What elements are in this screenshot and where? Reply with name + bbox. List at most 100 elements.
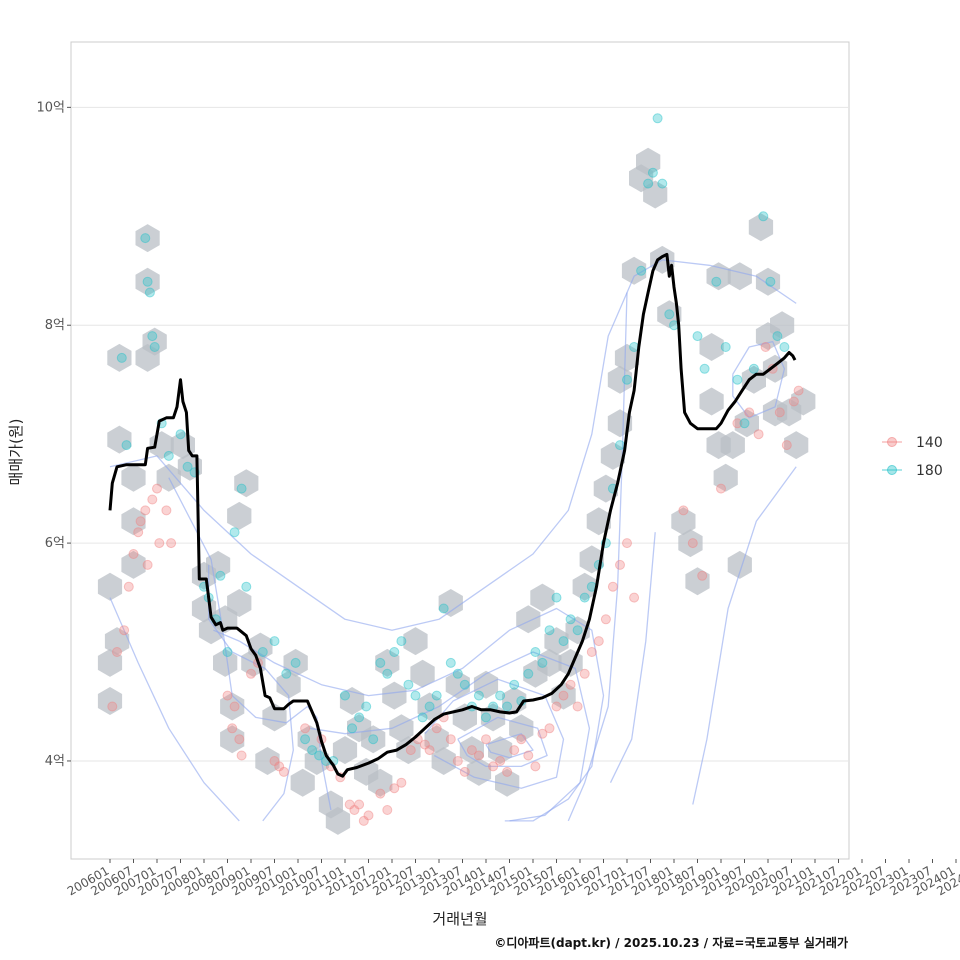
scatter-point-140 (459, 766, 470, 777)
density-contour (109, 597, 240, 822)
scatter-point-180 (361, 701, 372, 712)
hex-bin (107, 343, 132, 372)
scatter-point-140 (405, 745, 416, 756)
hex-bin (784, 431, 809, 460)
x-axis-title: 거래년월 (432, 910, 487, 928)
scatter-point-140 (274, 761, 285, 772)
scatter-point-140 (382, 805, 393, 815)
hex-bin (220, 725, 245, 754)
hex-bin (206, 550, 231, 579)
scatter-point-140 (466, 745, 477, 756)
scatter-point-140 (229, 701, 240, 712)
hex-bin (234, 469, 259, 498)
hex-bin (142, 327, 167, 356)
hex-bin (720, 431, 745, 460)
scatter-point-140 (344, 799, 355, 810)
hex-bin (748, 213, 774, 242)
scatter-point-140 (572, 701, 583, 712)
scatter-point-180 (509, 679, 520, 690)
scatter-point-180 (758, 211, 769, 222)
hex-bin (636, 147, 661, 176)
scatter-point-140 (537, 728, 548, 739)
scatter-point-140 (424, 745, 435, 756)
hex-bin (213, 648, 238, 677)
scatter-point-180 (403, 679, 414, 690)
scatter-point-180 (779, 342, 790, 352)
hex-bin (325, 806, 351, 835)
density-contour (609, 532, 656, 783)
scatter-point-180 (368, 734, 379, 745)
scatter-point-180 (396, 636, 407, 647)
hex-bin (438, 589, 463, 617)
legend-swatch-140 (887, 437, 897, 447)
scatter-point-180 (290, 657, 301, 668)
scatter-point-140 (481, 734, 491, 745)
scatter-point-140 (246, 668, 256, 679)
scatter-point-180 (572, 625, 583, 636)
scatter-point-180 (215, 570, 226, 581)
scatter-point-140 (445, 734, 456, 745)
scatter-point-140 (152, 483, 162, 494)
scatter-point-180 (229, 527, 240, 538)
density-contour (692, 466, 797, 805)
scatter-point-140 (495, 756, 506, 766)
hex-bin (262, 703, 287, 732)
scatter-point-180 (481, 712, 491, 723)
moving-average-line (108, 252, 797, 778)
scatter-point-180 (424, 701, 435, 712)
scatter-point-140 (600, 614, 611, 625)
scatter-point-180 (502, 701, 513, 712)
scatter-point-180 (692, 331, 703, 342)
scatter-point-140 (363, 810, 374, 821)
hex-bin (495, 768, 520, 797)
hex-bin (699, 387, 724, 416)
scatter-point-180 (438, 603, 449, 614)
scatter-point-180 (142, 276, 153, 287)
scatter-point-180 (495, 690, 506, 701)
hex-bin (375, 648, 400, 677)
scatter-point-180 (144, 287, 155, 298)
scatter-point-140 (781, 440, 792, 451)
density-contour (567, 292, 628, 822)
hex-bin (643, 180, 668, 209)
scatter-point-180 (732, 374, 743, 385)
scatter-point-140 (236, 750, 247, 761)
hex-bin (544, 627, 569, 656)
scatter-point-140 (544, 723, 555, 734)
scatter-point-180 (473, 690, 484, 701)
scatter-point-180 (579, 592, 590, 603)
scatter-point-140 (732, 418, 743, 429)
density-contour (109, 259, 797, 631)
hex-bin (135, 224, 160, 253)
hex-bin (227, 589, 252, 617)
scatter-point-140 (269, 756, 280, 766)
hex-bin (424, 725, 449, 754)
scatter-points (107, 113, 804, 826)
legend-entry-180: 180 (882, 463, 943, 479)
scatter-point-180 (354, 712, 365, 723)
hex-bin (297, 725, 322, 754)
scatter-point-140 (678, 505, 689, 516)
scatter-point-140 (396, 777, 407, 788)
density-contour (424, 678, 565, 789)
scatter-point-140 (166, 538, 177, 549)
scatter-point-140 (593, 636, 604, 647)
scatter-point-180 (269, 636, 280, 647)
hex-bin (678, 529, 703, 558)
scatter-point-180 (565, 614, 576, 625)
scatter-point-140 (716, 483, 726, 494)
hex-bin (97, 648, 123, 677)
scatter-point-180 (431, 690, 442, 701)
scatter-point-140 (222, 690, 233, 701)
hex-bin (135, 267, 160, 296)
scatter-point-140 (516, 734, 527, 745)
hex-bin (516, 605, 541, 634)
scatter-point-140 (349, 805, 360, 815)
hex-bin (403, 627, 428, 656)
scatter-point-180 (149, 342, 160, 352)
scatter-point-140 (389, 783, 400, 794)
scatter-point-140 (119, 625, 130, 636)
hex-bin (791, 387, 816, 416)
hex-bin (97, 572, 123, 601)
legend-swatch-180 (887, 465, 897, 475)
